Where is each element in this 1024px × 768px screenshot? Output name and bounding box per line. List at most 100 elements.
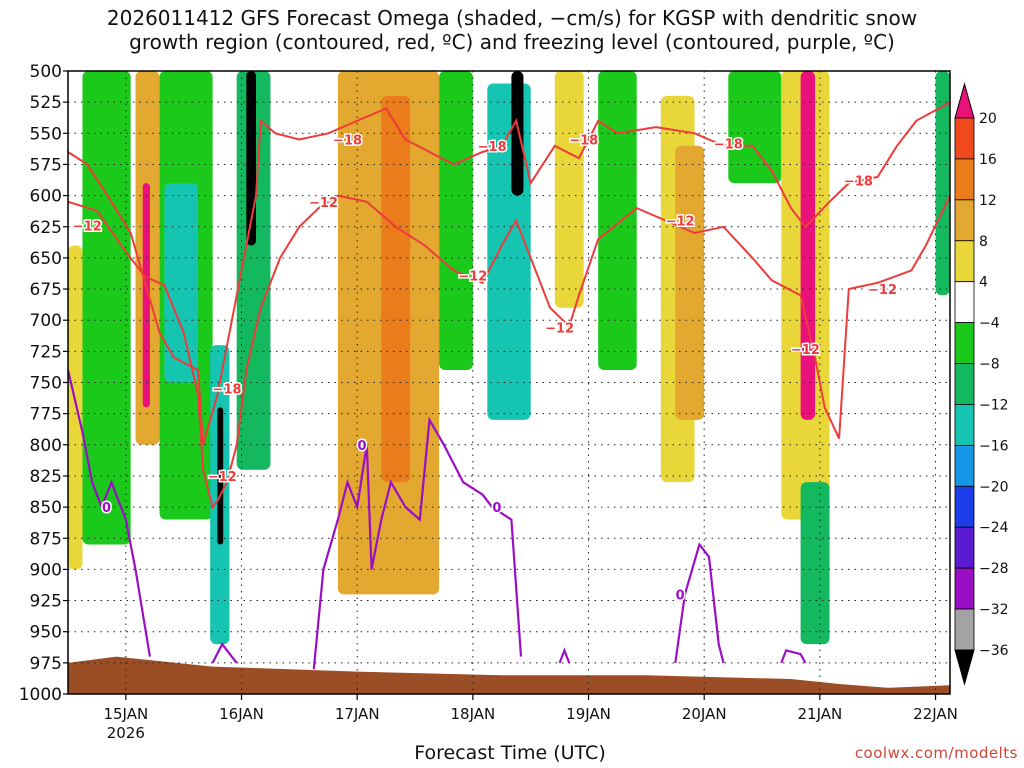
colorbar-bin-5: [954, 322, 975, 364]
y-tick-label-750: 750: [30, 374, 62, 394]
y-tick-label-500: 500: [30, 62, 62, 82]
colorbar-label-1: 16: [979, 152, 997, 168]
x-tick-label-15JAN: 15JAN: [103, 705, 148, 723]
x-tick-label-22JAN: 22JAN: [913, 705, 958, 723]
contour-dendritic-minus18: [68, 101, 950, 446]
y-tick-label-975: 975: [30, 654, 62, 674]
colorbar-label-4: 4: [979, 275, 988, 291]
contour-label-16: 0: [492, 501, 501, 516]
omega-cell-20JAN-b: [675, 145, 705, 420]
contour-freezing-zero-0: [68, 369, 151, 657]
contour-label-4: −18: [844, 175, 873, 190]
omega-cell-20JAN-c: [728, 71, 782, 184]
colorbar-top-triangle: [954, 82, 975, 119]
x-tick-sublabel-15JAN: 2026: [107, 724, 145, 742]
x-tick-label-21JAN: 21JAN: [798, 705, 843, 723]
contour-label-13: −12: [791, 343, 820, 358]
x-tick-label-19JAN: 19JAN: [566, 705, 611, 723]
contour-label-12: −12: [208, 470, 237, 485]
colorbar-bin-1: [954, 158, 975, 201]
omega-cell-22JAN: [935, 71, 950, 296]
contour-label-5: −18: [213, 383, 242, 398]
chart-title-line-2: growth region (contoured, red, ºC) and f…: [129, 30, 895, 54]
contour-label-10: −12: [666, 215, 695, 230]
colorbar-bin-6: [954, 363, 975, 405]
omega-cell-14JAN-b: [82, 71, 131, 545]
contour-label-17: 0: [676, 588, 685, 603]
colorbar-bin-9: [954, 485, 975, 528]
y-tick-label-625: 625: [30, 218, 62, 238]
contour-label-7: −12: [309, 196, 338, 211]
colorbar-label-2: 12: [979, 193, 997, 209]
omega-cell-14JAN-a: [68, 245, 83, 570]
contour-label-3: −18: [714, 137, 743, 152]
y-axis: 500 525 550 575 600 625 650 675 700 725 750 775 800 8…: [19, 62, 68, 705]
chart-title-line-1: 2026011412 GFS Forecast Omega (shaded, −…: [106, 6, 918, 30]
y-tick-label-950: 950: [30, 623, 62, 643]
colorbar-bin-8: [954, 444, 975, 487]
contour-label-0: −18: [333, 134, 362, 149]
contour-label-1: −18: [478, 140, 507, 155]
y-tick-label-850: 850: [30, 498, 62, 518]
colorbar-label-5: −4: [979, 316, 1000, 332]
gridlines: [68, 71, 950, 694]
omega-cell-17JAN-core: [381, 95, 411, 483]
x-tick-label-16JAN: 16JAN: [219, 705, 264, 723]
colorbar-bin-0: [954, 117, 975, 160]
colorbar: 20 16 12 8 4 −4 −8 −12 −16 −20 −24 −28 −32 −36: [954, 82, 1009, 686]
y-tick-label-700: 700: [30, 311, 62, 331]
omega-cell-19JAN-b: [598, 71, 637, 371]
contour-label-11: −12: [868, 283, 897, 298]
ground-fill: [68, 656, 950, 694]
y-tick-label-1000: 1000: [19, 685, 62, 705]
y-tick-label-825: 825: [30, 467, 62, 487]
omega-cell-18JAN-a: [439, 71, 473, 371]
contour-freezing-zero-1: [211, 642, 238, 664]
y-tick-label-800: 800: [30, 436, 62, 456]
omega-cell-16JAN-up-core: [246, 71, 256, 246]
y-tick-label-650: 650: [30, 249, 62, 269]
y-tick-label-525: 525: [30, 93, 62, 113]
y-tick-label-875: 875: [30, 529, 62, 549]
y-tick-label-600: 600: [30, 187, 62, 207]
y-tick-label-725: 725: [30, 342, 62, 362]
colorbar-label-11: −28: [979, 561, 1009, 577]
colorbar-label-12: −32: [979, 602, 1009, 618]
x-tick-label-20JAN: 20JAN: [682, 705, 727, 723]
y-tick-label-775: 775: [30, 405, 62, 425]
contour-label-6: −12: [73, 220, 102, 235]
omega-cell-16JAN-low-core: [217, 407, 224, 545]
omega-cell-21JAN-core: [800, 71, 816, 420]
contour-freezing-zero-3: [558, 647, 571, 664]
colorbar-bin-3: [954, 240, 975, 283]
y-tick-label-925: 925: [30, 592, 62, 612]
ground-surface: [68, 656, 950, 694]
credit-text: coolwx.com/modelts: [854, 744, 1018, 762]
colorbar-bin-4: [954, 281, 975, 324]
x-axis-title: Forecast Time (UTC): [414, 742, 606, 764]
colorbar-bin-11: [954, 567, 975, 610]
colorbar-label-8: −16: [979, 438, 1009, 454]
colorbar-bin-2: [954, 199, 975, 242]
x-tick-label-17JAN: 17JAN: [335, 705, 380, 723]
contour-label-9: −12: [545, 322, 574, 337]
y-tick-label-550: 550: [30, 124, 62, 144]
contour-freezing-zero-5: [780, 649, 807, 664]
omega-cell-19JAN-a: [554, 71, 584, 308]
colorbar-label-7: −12: [979, 397, 1009, 413]
contour-label-2: −18: [569, 134, 598, 149]
colorbar-label-6: −8: [979, 357, 1000, 373]
x-tick-label-18JAN: 18JAN: [450, 705, 495, 723]
contour-label-14: 0: [102, 501, 111, 516]
omega-cell-15JAN-c: [164, 183, 199, 383]
colorbar-label-0: 20: [979, 111, 997, 127]
contour-freezing-zero-4: [674, 542, 725, 664]
contour-dendritic-minus12: [68, 194, 950, 510]
omega-cell-15JAN-core: [142, 183, 150, 408]
contour-label-15: 0: [357, 439, 366, 454]
colorbar-label-13: −36: [979, 643, 1009, 659]
contour-lines: [68, 101, 950, 670]
y-tick-label-675: 675: [30, 280, 62, 300]
omega-cell-16JAN-up: [236, 71, 271, 470]
